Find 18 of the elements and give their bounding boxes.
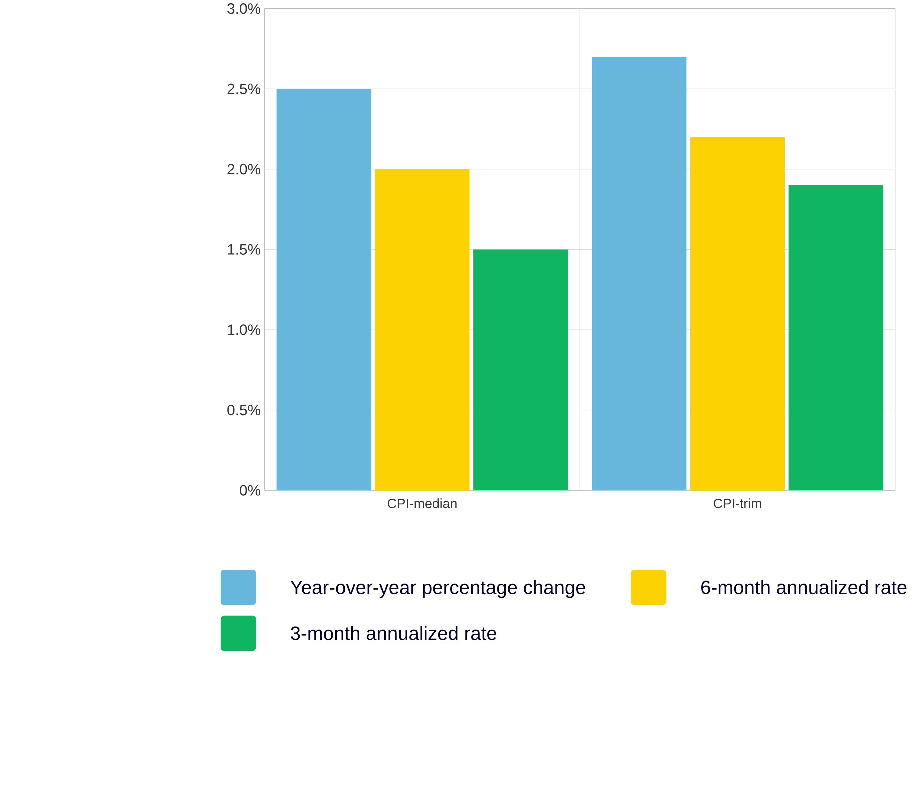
y-tick-label: 2.0% <box>228 164 261 175</box>
y-tick-label: 3.0% <box>228 4 261 14</box>
x-tick-label: CPI-median <box>388 498 457 508</box>
y-tick-label: 1.5% <box>228 244 261 255</box>
bar <box>276 89 372 491</box>
legend-label: 3-month annualized rate <box>291 626 497 640</box>
bar <box>375 169 470 491</box>
bar <box>474 250 568 491</box>
legend-label: 6-month annualized rate <box>702 580 907 594</box>
bar <box>788 185 884 491</box>
y-tick-label: 2.5% <box>228 84 261 94</box>
bar <box>592 56 687 491</box>
y-tick-label: 0% <box>240 485 261 496</box>
x-tick-label: CPI-trim <box>714 498 762 508</box>
y-tick-label: 1.0% <box>228 324 261 336</box>
legend-label: Year-over-year percentage change <box>290 580 586 598</box>
bar <box>690 137 786 491</box>
y-tick-label: 0.5% <box>228 404 261 416</box>
